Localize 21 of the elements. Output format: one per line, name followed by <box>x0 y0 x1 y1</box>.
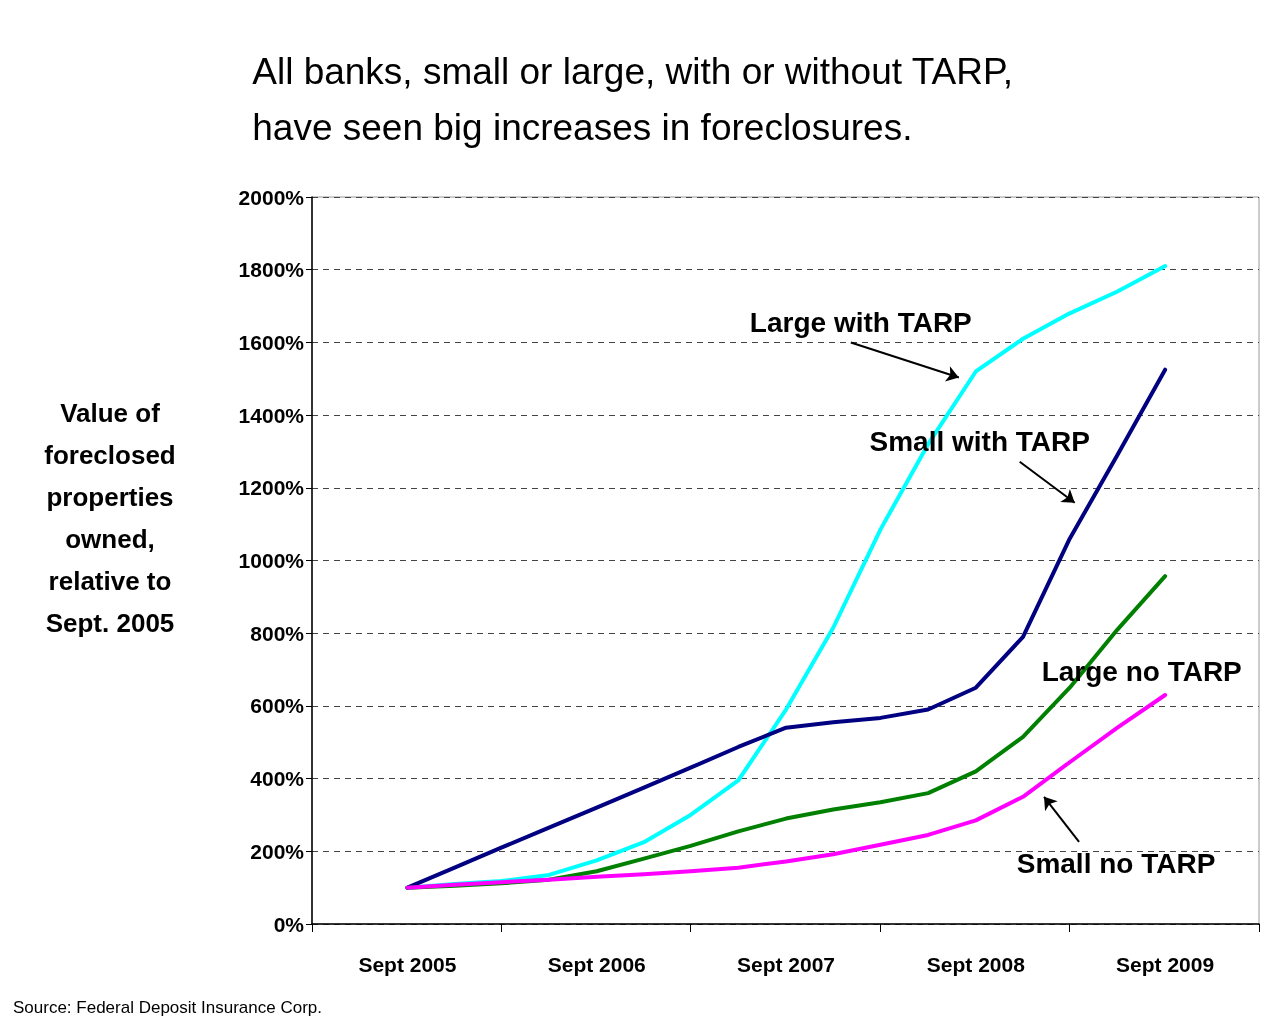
x-tick-label: Sept 2009 <box>1116 953 1215 976</box>
series-label: Small no TARP <box>1016 848 1216 880</box>
y-tick-label: 400% <box>250 767 305 791</box>
y-tick-label: 0% <box>273 912 305 936</box>
y-tick-label: 1200% <box>238 476 305 500</box>
y-tick-label: 800% <box>250 621 305 645</box>
x-tick-label: Sept 2006 <box>547 953 646 976</box>
source-note: Source: Federal Deposit Insurance Corp. <box>13 998 322 1017</box>
series-label: Large with TARP <box>749 306 972 338</box>
y-tick-label: 2000% <box>238 185 305 209</box>
x-tick-label: Sept 2007 <box>736 953 836 976</box>
y-axis-title: Value of foreclosed properties owned, relative to Sept. 2005 <box>44 398 176 638</box>
x-tick-label: Sept 2008 <box>926 953 1026 976</box>
y-tick-label: 1600% <box>238 330 305 354</box>
chart-title: All banks, small or large, with or without TARP, have seen big increases in foreclosures. <box>252 50 1014 148</box>
x-tick-label: Sept 2005 <box>358 953 457 976</box>
y-tick-label: 200% <box>250 839 305 863</box>
y-tick-label: 600% <box>250 694 305 718</box>
y-tick-label: 1000% <box>238 549 305 572</box>
y-tick-label: 1400% <box>238 403 305 427</box>
y-tick-label: 1800% <box>238 258 305 282</box>
